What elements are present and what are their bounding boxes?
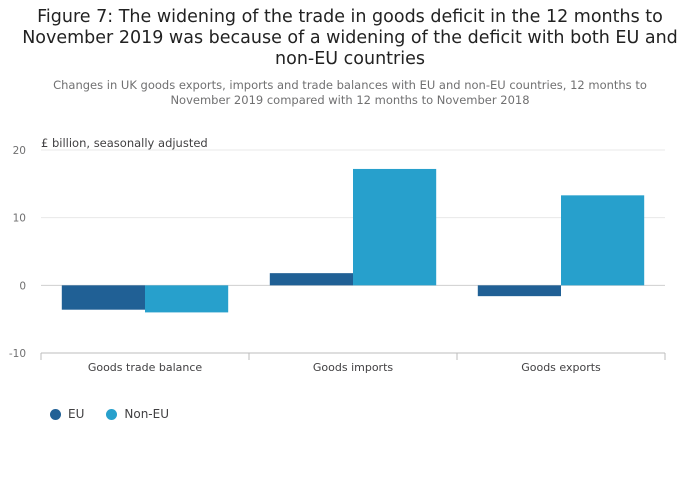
legend-item-non-eu[interactable]: Non-EU [106,407,169,421]
chart-subtitle: Changes in UK goods exports, imports and… [53,78,647,107]
legend-swatch-eu [50,408,61,420]
legend-label-non-eu: Non-EU [124,407,169,421]
y-axis-label: £ billion, seasonally adjusted [41,136,208,150]
legend-item-eu[interactable]: EU [50,407,84,421]
y-tick-label: -10 [9,348,26,360]
y-tick-label: 20 [13,145,26,157]
legend: EU Non-EU [50,407,191,421]
bar-non-eu-3 [561,195,645,286]
legend-swatch-non-eu [106,408,118,420]
x-tick-label: Goods exports [521,361,601,374]
bar-eu-3 [477,285,561,297]
x-tick-label: Goods trade balance [88,361,203,374]
chart-title: Figure 7: The widening of the trade in g… [22,7,678,69]
y-tick-label: 10 [13,213,26,225]
legend-label-eu: EU [68,407,85,421]
bar-eu-1 [61,285,145,310]
bar-eu-2 [269,273,353,286]
bar-non-eu-1 [145,285,229,313]
bar-non-eu-2 [353,168,437,286]
y-tick-label: 0 [19,280,26,292]
x-tick-label: Goods imports [313,361,394,374]
